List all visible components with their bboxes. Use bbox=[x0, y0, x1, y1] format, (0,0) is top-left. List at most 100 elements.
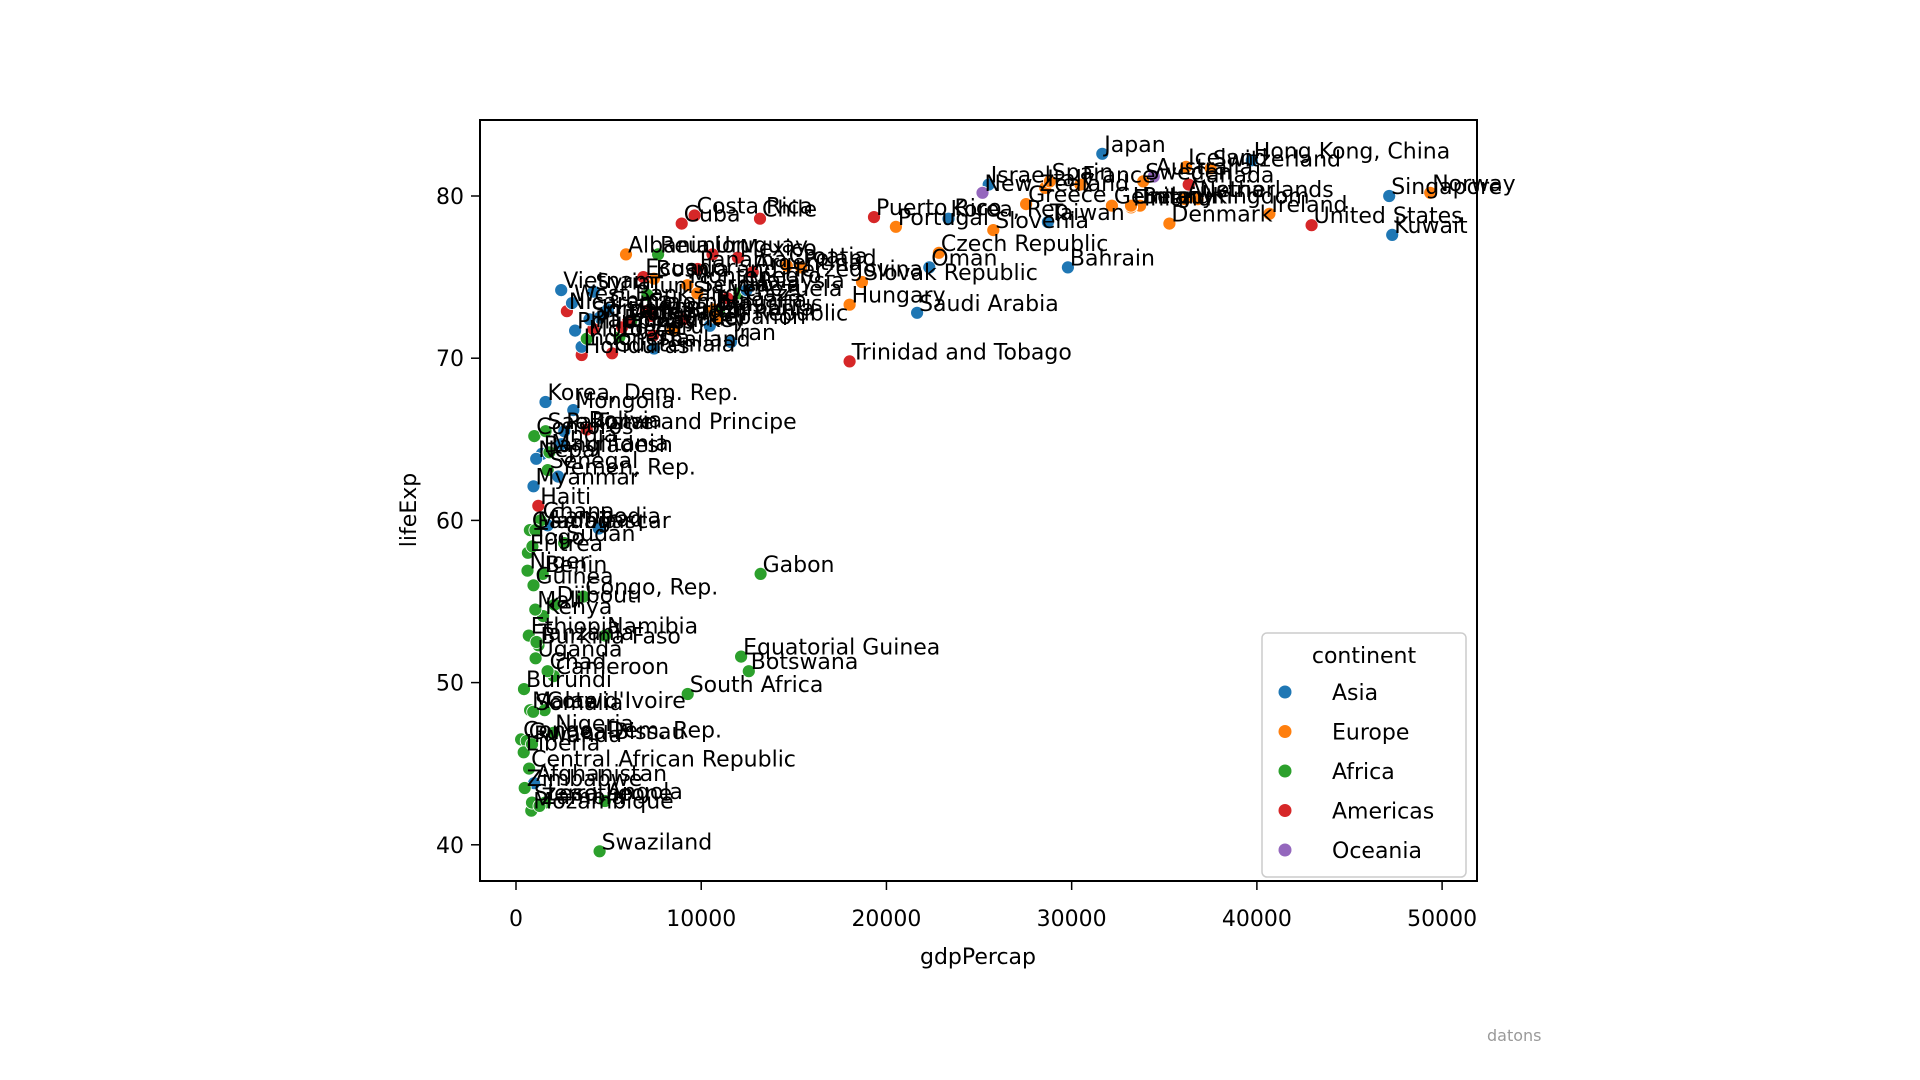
legend-label-oceania: Oceania bbox=[1332, 839, 1422, 864]
point-label: Guinea bbox=[536, 564, 614, 589]
point-label: Yemen, Rep. bbox=[559, 456, 696, 481]
data-point bbox=[739, 283, 754, 298]
data-point bbox=[598, 794, 612, 808]
point-label: Guinea-Bissau bbox=[529, 720, 686, 745]
point-label: Romania bbox=[718, 297, 814, 322]
data-point bbox=[842, 354, 857, 369]
data-point bbox=[615, 320, 629, 335]
data-point bbox=[520, 563, 535, 578]
data-point bbox=[526, 578, 541, 593]
data-point bbox=[690, 262, 705, 276]
point-label: Bahrain bbox=[1070, 246, 1155, 271]
point-label: Cote d'Ivoire bbox=[547, 689, 686, 714]
point-label: Zambia bbox=[542, 785, 626, 810]
point-label: Germany bbox=[1114, 185, 1215, 210]
legend-entries: Asia Europe Africa Americas Oceania bbox=[1278, 681, 1434, 864]
data-point bbox=[644, 309, 659, 323]
legend: continent Asia Europe Africa Americas Oceani… bbox=[1261, 632, 1467, 878]
data-point bbox=[1019, 197, 1033, 212]
point-label: Somalia bbox=[535, 691, 623, 716]
point-label: Oman bbox=[931, 246, 997, 271]
y-tick-label: 60 bbox=[436, 509, 464, 534]
x-tick-label: 0 bbox=[509, 907, 523, 932]
data-point bbox=[1042, 174, 1057, 189]
data-point bbox=[554, 437, 569, 452]
point-label: United States bbox=[1314, 204, 1463, 229]
point-label: Cuba bbox=[684, 203, 741, 228]
point-label: New Zealand bbox=[985, 172, 1130, 197]
point-label: France bbox=[1082, 164, 1155, 189]
data-point bbox=[986, 223, 1001, 238]
point-label: Mozambique bbox=[533, 790, 673, 815]
point-label: Peru bbox=[655, 315, 704, 340]
data-point bbox=[619, 247, 633, 262]
y-tick-label: 80 bbox=[436, 185, 464, 210]
data-point bbox=[674, 216, 689, 231]
point-label: Cambodia bbox=[550, 504, 661, 529]
point-label: Sweden bbox=[1145, 160, 1232, 185]
legend-label-europe: Europe bbox=[1332, 721, 1409, 746]
data-point bbox=[1124, 198, 1138, 213]
point-label: Mexico bbox=[740, 237, 817, 262]
data-point bbox=[855, 275, 869, 289]
x-tick-label: 20000 bbox=[851, 907, 921, 932]
point-label: Botswana bbox=[751, 650, 859, 675]
legend-label-asia: Asia bbox=[1332, 681, 1378, 706]
point-label: Japan bbox=[1102, 133, 1165, 158]
point-label: Austria bbox=[1187, 178, 1265, 203]
data-point bbox=[975, 185, 990, 200]
point-labels: Afghanistan Albania Algeria Angola Argentina… bbox=[523, 133, 1516, 855]
point-label: Uruguay bbox=[715, 233, 809, 258]
point-label: Montenegro bbox=[689, 264, 821, 289]
data-point bbox=[1304, 218, 1319, 233]
data-point bbox=[526, 479, 541, 494]
data-point bbox=[842, 297, 857, 312]
point-label: Mauritania bbox=[551, 431, 668, 456]
data-point bbox=[568, 323, 582, 338]
point-label: Algeria bbox=[633, 300, 710, 325]
point-label: Denmark bbox=[1171, 203, 1272, 228]
data-point bbox=[516, 745, 531, 760]
point-label: Burundi bbox=[526, 668, 612, 693]
data-point bbox=[709, 310, 724, 325]
y-tick-label: 70 bbox=[436, 347, 464, 372]
data-point bbox=[532, 799, 547, 813]
point-label: Nigeria bbox=[555, 712, 634, 737]
point-label: Bulgaria bbox=[716, 289, 807, 314]
point-label: Mauritius bbox=[721, 292, 823, 317]
point-label: Morocco bbox=[589, 318, 681, 343]
point-label: Mali bbox=[537, 589, 582, 614]
data-point bbox=[932, 245, 946, 260]
point-label: Canada bbox=[1191, 164, 1275, 189]
point-label: Equatorial Guinea bbox=[743, 636, 940, 661]
point-label: Congo, Dem. Rep. bbox=[523, 718, 722, 743]
data-point bbox=[576, 589, 591, 604]
legend-title: continent bbox=[1312, 644, 1417, 669]
point-label: Argentina bbox=[755, 251, 862, 276]
point-label: Slovenia bbox=[995, 209, 1089, 234]
legend-label-americas: Americas bbox=[1332, 800, 1434, 825]
data-point bbox=[636, 270, 651, 285]
point-label: Sudan bbox=[566, 522, 635, 547]
point-label: Eritrea bbox=[530, 532, 603, 557]
y-tick-label: 50 bbox=[436, 672, 464, 697]
point-label: Singapore bbox=[1391, 175, 1502, 200]
plot-frame bbox=[479, 119, 1478, 882]
point-label: United Kingdom bbox=[1133, 185, 1310, 210]
point-label: Jordan bbox=[600, 297, 672, 322]
data-point bbox=[1041, 215, 1055, 229]
data-point bbox=[1105, 198, 1119, 213]
point-label: Iceland bbox=[1188, 146, 1268, 171]
data-point bbox=[528, 523, 543, 537]
data-point bbox=[528, 651, 543, 666]
data-point bbox=[1244, 153, 1259, 168]
point-label: Bolivia bbox=[589, 409, 662, 434]
data-point bbox=[591, 521, 606, 536]
data-point bbox=[1423, 185, 1438, 200]
legend-marker-asia bbox=[1278, 685, 1292, 699]
point-label: Nicaragua bbox=[569, 290, 681, 315]
data-point bbox=[745, 265, 760, 280]
data-point bbox=[517, 781, 532, 795]
data-point bbox=[741, 664, 756, 679]
data-point bbox=[566, 403, 581, 418]
